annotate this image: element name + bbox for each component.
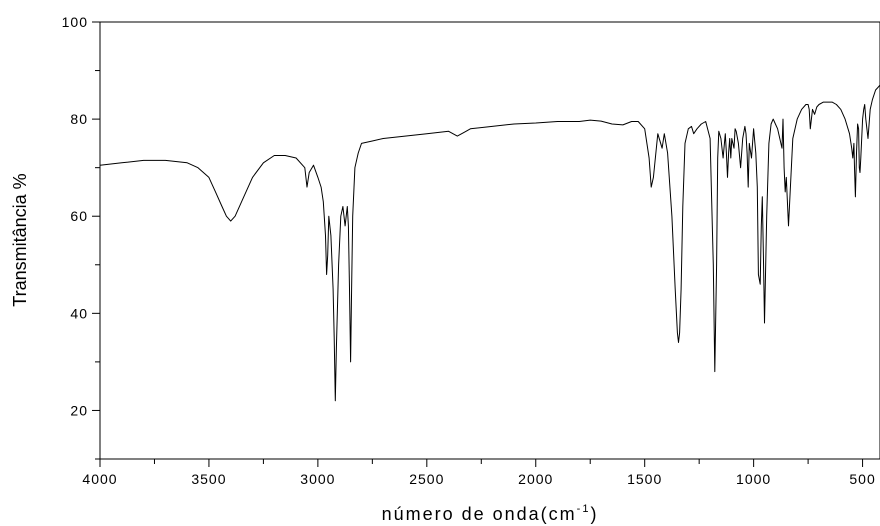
y-tick-label: 100 [62,14,88,30]
y-tick-label: 20 [70,402,88,418]
x-axis-label-text: número de onda(cm [382,504,577,524]
y-tick-label: 80 [70,111,88,127]
x-axis-label: número de onda(cm-1) [382,503,599,524]
x-tick-label: 500 [849,471,875,487]
y-axis: 20 40 60 80 100 [62,14,100,460]
spectrum-series-line [99,84,880,402]
x-axis: 4000 3500 3000 2500 2000 1500 1000 500 [82,459,875,487]
x-tick-label: 2500 [409,471,444,487]
x-tick-label: 1000 [736,471,771,487]
x-tick-label: 2000 [518,471,553,487]
x-tick-label: 3000 [300,471,335,487]
x-tick-label: 3500 [191,471,226,487]
y-axis-label: Transmitância % [10,173,30,306]
x-axis-label-superscript: -1 [577,503,591,515]
plot-frame [99,21,880,460]
x-tick-label: 4000 [82,471,117,487]
x-tick-label: 1500 [627,471,662,487]
x-axis-label-suffix: ) [590,504,598,524]
y-tick-label: 60 [70,208,88,224]
y-tick-label: 40 [70,305,88,321]
